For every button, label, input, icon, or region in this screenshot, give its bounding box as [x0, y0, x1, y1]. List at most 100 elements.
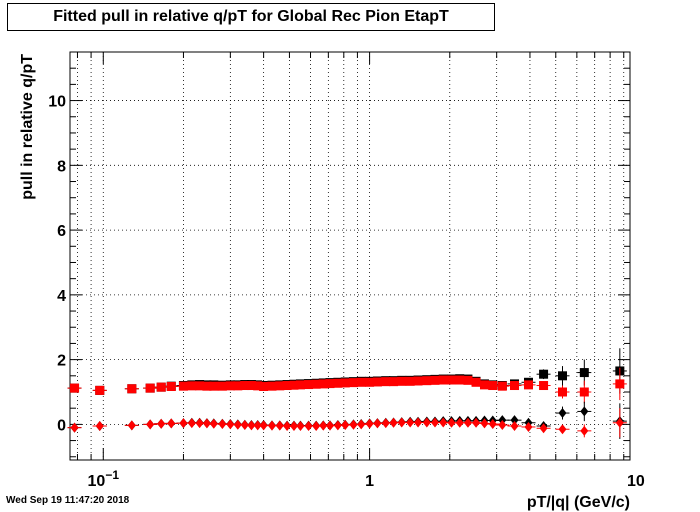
square-marker: [95, 385, 105, 395]
square-marker: [430, 375, 440, 385]
square-marker: [557, 371, 567, 381]
square-marker: [225, 381, 235, 391]
square-marker: [413, 376, 423, 386]
square-marker: [333, 378, 343, 388]
axis-labels: pT/|q| (GeV/c) pull in relative q/pT 0 2 4…: [19, 54, 645, 511]
square-marker: [267, 381, 277, 391]
square-marker: [187, 381, 197, 391]
diamond-marker: [296, 421, 305, 431]
square-marker: [539, 381, 549, 391]
square-marker: [365, 377, 375, 387]
square-marker: [405, 376, 415, 386]
diamond-marker: [304, 421, 313, 431]
diamond-marker: [406, 417, 415, 428]
y-tick-label: 6: [57, 223, 66, 240]
square-marker: [178, 381, 188, 391]
diamond-marker: [463, 417, 472, 428]
diamond-marker: [312, 421, 321, 431]
diamond-marker: [365, 418, 374, 429]
square-marker: [479, 380, 489, 390]
diamond-marker: [373, 418, 382, 429]
square-marker: [233, 381, 243, 391]
diamond-marker: [325, 420, 334, 431]
square-marker: [488, 381, 498, 391]
square-marker: [381, 377, 391, 387]
square-marker: [497, 381, 507, 391]
diamond-marker: [146, 419, 155, 430]
diamond-marker: [167, 418, 176, 429]
y-tick-label: 2: [57, 353, 66, 370]
diamond-marker: [498, 420, 507, 431]
diamond-marker: [580, 406, 589, 417]
square-marker: [579, 387, 589, 397]
x-tick-label: 1: [365, 473, 374, 490]
square-marker: [471, 377, 481, 387]
diamond-marker: [510, 421, 519, 431]
diamond-marker: [357, 419, 366, 430]
square-marker: [523, 380, 533, 390]
diamond-marker: [558, 408, 567, 419]
square-marker: [127, 384, 137, 394]
square-marker: [325, 379, 335, 389]
diamond-marker: [414, 417, 423, 428]
y-tick-label: 0: [57, 417, 66, 434]
diamond-marker: [259, 420, 268, 431]
diamond-marker: [341, 420, 350, 431]
data-points: [67, 348, 627, 439]
diamond-marker: [157, 418, 166, 429]
grid-lines: [70, 52, 630, 460]
square-marker: [397, 376, 407, 386]
square-marker: [195, 381, 205, 391]
diamond-marker: [558, 424, 567, 435]
square-marker: [145, 383, 155, 393]
square-marker: [539, 369, 549, 379]
square-marker: [455, 375, 465, 385]
diamond-marker: [381, 418, 390, 429]
diamond-marker: [615, 417, 624, 428]
timestamp: Wed Sep 19 11:47:20 2018: [6, 495, 130, 506]
diamond-marker: [580, 425, 589, 436]
diamond-marker: [430, 417, 439, 428]
diamond-marker: [439, 417, 448, 428]
x-axis-label: pT/|q| (GeV/c): [527, 494, 630, 511]
square-marker: [463, 375, 473, 385]
square-marker: [510, 381, 520, 391]
square-marker: [340, 378, 350, 388]
square-marker: [422, 376, 432, 386]
diamond-marker: [226, 419, 235, 430]
diamond-marker: [209, 418, 218, 429]
diamond-marker: [480, 418, 489, 429]
square-marker: [356, 377, 366, 387]
diamond-marker: [218, 419, 227, 430]
diamond-marker: [422, 417, 431, 428]
square-marker: [389, 377, 399, 387]
square-marker: [275, 381, 285, 391]
diamond-marker: [95, 421, 104, 431]
diamond-marker: [187, 418, 196, 429]
diamond-marker: [179, 418, 188, 429]
y-tick-label: 8: [57, 158, 66, 175]
square-marker: [259, 381, 269, 391]
diamond-marker: [472, 417, 481, 428]
square-marker: [311, 379, 321, 389]
x-tick-label: 10−1: [88, 468, 120, 490]
diamond-marker: [539, 423, 548, 434]
square-marker: [253, 381, 263, 391]
square-marker: [217, 381, 227, 391]
diamond-marker: [447, 417, 456, 428]
chart-title: Fitted pull in relative q/pT for Global …: [7, 3, 495, 31]
square-marker: [348, 378, 358, 388]
y-axis-label: pull in relative q/pT: [19, 54, 36, 200]
diamond-marker: [333, 420, 342, 431]
diamond-marker: [70, 422, 79, 433]
diamond-marker: [397, 417, 406, 428]
square-marker: [295, 380, 305, 390]
y-tick-label: 4: [57, 288, 66, 305]
square-marker: [615, 379, 625, 389]
square-marker: [372, 377, 382, 387]
axes: [69, 51, 631, 461]
diamond-marker: [455, 417, 464, 428]
diamond-marker: [488, 419, 497, 430]
diamond-marker: [524, 421, 533, 432]
